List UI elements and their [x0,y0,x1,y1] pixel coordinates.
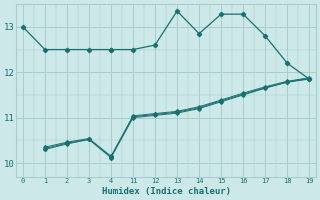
X-axis label: Humidex (Indice chaleur): Humidex (Indice chaleur) [101,187,231,196]
